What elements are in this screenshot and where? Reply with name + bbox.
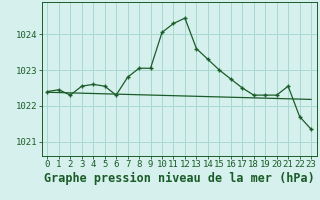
- X-axis label: Graphe pression niveau de la mer (hPa): Graphe pression niveau de la mer (hPa): [44, 172, 315, 185]
